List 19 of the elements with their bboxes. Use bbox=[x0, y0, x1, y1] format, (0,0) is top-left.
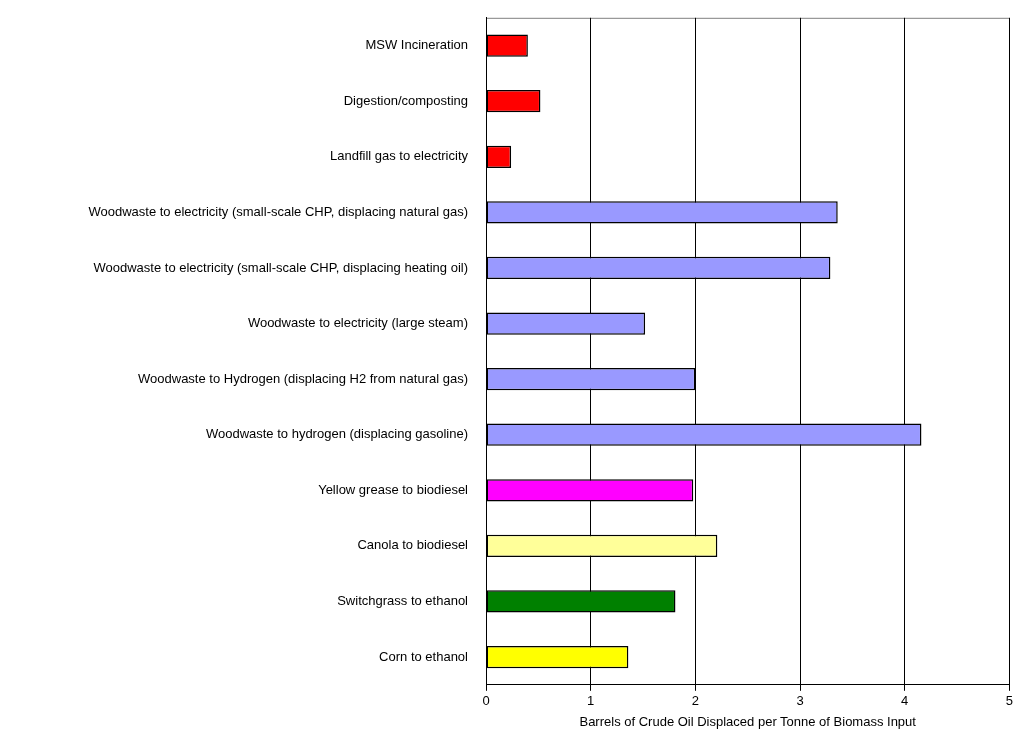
y-tick-label: MSW Incineration bbox=[365, 37, 468, 53]
y-tick-label: Landfill gas to electricity bbox=[329, 148, 469, 164]
y-tick-label: Canola to biodiesel bbox=[357, 537, 469, 553]
y-tick-label: Digestion/composting bbox=[343, 92, 468, 108]
x-tick-label: 3 bbox=[796, 693, 804, 709]
x-tick-label: 1 bbox=[587, 693, 595, 709]
x-tick-label: 0 bbox=[482, 693, 490, 709]
y-tick-label: Yellow grease to biodiesel bbox=[318, 481, 469, 497]
y-tick-label: Woodwaste to electricity (small-scale CHP, displacing natural gas) bbox=[88, 203, 468, 219]
x-tick-label: 2 bbox=[691, 693, 699, 709]
x-tick-label: 4 bbox=[901, 693, 909, 709]
x-axis-title: Barrels of Crude Oil Displaced per Tonne of Biomass Input bbox=[579, 713, 917, 729]
y-tick-label: Woodwaste to electricity (large steam) bbox=[247, 315, 468, 331]
y-tick-label: Switchgrass to ethanol bbox=[337, 593, 469, 608]
y-tick-label: Woodwaste to Hydrogen (displacing H2 from natural gas) bbox=[138, 370, 468, 386]
x-tick-label: 5 bbox=[1005, 693, 1013, 709]
y-tick-label: Woodwaste to hydrogen (displacing gasoline) bbox=[205, 426, 468, 442]
y-tick-label: Woodwaste to electricity (small-scale CHP, displacing heating oil) bbox=[93, 259, 468, 275]
y-tick-label: Corn to ethanol bbox=[379, 648, 469, 664]
